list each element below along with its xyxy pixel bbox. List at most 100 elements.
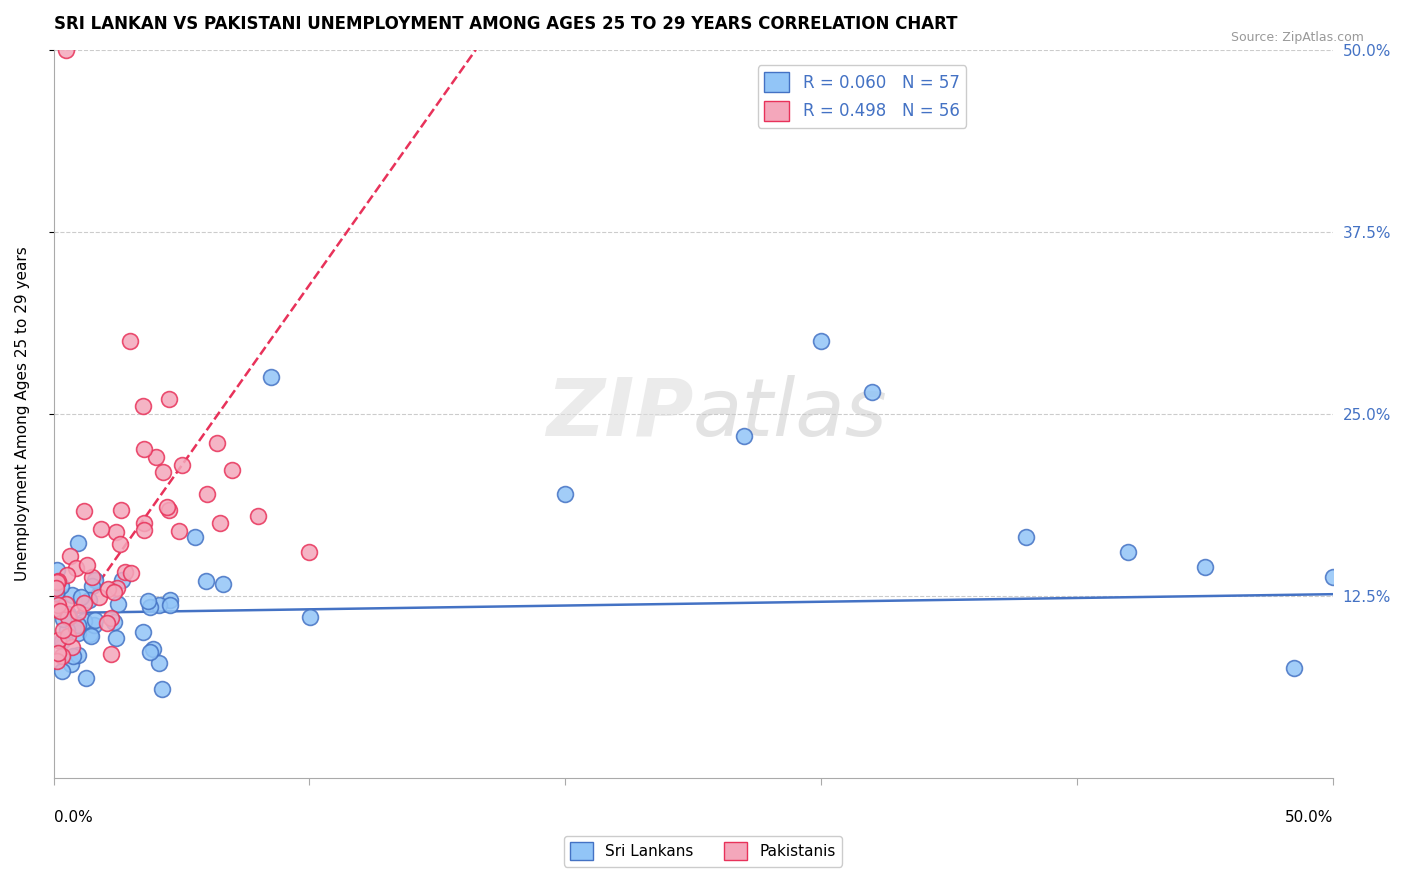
Point <box>145 450 167 465</box>
Point <box>159 598 181 612</box>
Point <box>1322 570 1344 584</box>
Point <box>138 645 160 659</box>
Point <box>72 615 94 629</box>
Point <box>83 618 105 632</box>
Point <box>208 516 231 530</box>
Point <box>44 591 66 605</box>
Point <box>159 592 181 607</box>
Text: atlas: atlas <box>693 375 889 453</box>
Point <box>46 646 69 660</box>
Point <box>121 566 143 580</box>
Point <box>58 629 80 643</box>
Point <box>212 576 235 591</box>
Point <box>58 609 80 624</box>
Point <box>148 657 170 671</box>
Point <box>207 435 229 450</box>
Point <box>55 598 77 612</box>
Point <box>132 625 155 640</box>
Point <box>298 610 321 624</box>
Point <box>46 602 69 616</box>
Point <box>114 565 136 579</box>
Point <box>79 627 101 641</box>
Point <box>136 594 159 608</box>
Point <box>103 615 125 629</box>
Point <box>108 536 131 550</box>
Point <box>107 597 129 611</box>
Point <box>157 502 180 516</box>
Point <box>120 334 142 348</box>
Point <box>58 610 80 624</box>
Point <box>56 607 79 621</box>
Point <box>52 623 75 637</box>
Point <box>298 545 321 559</box>
Point <box>100 647 122 661</box>
Point <box>51 648 73 663</box>
Point <box>260 370 283 384</box>
Point <box>51 633 73 648</box>
Point <box>89 590 111 604</box>
Point <box>80 579 103 593</box>
Y-axis label: Unemployment Among Ages 25 to 29 years: Unemployment Among Ages 25 to 29 years <box>15 246 30 581</box>
Point <box>65 560 87 574</box>
Point <box>1116 545 1139 559</box>
Point <box>56 568 79 582</box>
Point <box>52 612 75 626</box>
Point <box>157 392 180 406</box>
Point <box>105 632 128 646</box>
Point <box>148 598 170 612</box>
Point <box>56 623 79 637</box>
Point <box>48 604 70 618</box>
Point <box>80 569 103 583</box>
Point <box>733 428 755 442</box>
Point <box>132 400 155 414</box>
Legend: Sri Lankans, Pakistanis: Sri Lankans, Pakistanis <box>564 836 842 866</box>
Point <box>66 605 89 619</box>
Point <box>221 463 243 477</box>
Point <box>44 590 66 604</box>
Point <box>73 597 96 611</box>
Point <box>67 626 90 640</box>
Text: 0.0%: 0.0% <box>53 810 93 825</box>
Point <box>96 582 118 596</box>
Point <box>67 536 90 550</box>
Point <box>45 586 67 600</box>
Point <box>46 574 69 589</box>
Text: Source: ZipAtlas.com: Source: ZipAtlas.com <box>1230 31 1364 45</box>
Text: 50.0%: 50.0% <box>1285 810 1333 825</box>
Point <box>73 504 96 518</box>
Point <box>46 654 69 668</box>
Point <box>45 581 67 595</box>
Point <box>55 43 77 57</box>
Point <box>80 629 103 643</box>
Point <box>110 503 132 517</box>
Point <box>103 584 125 599</box>
Point <box>132 523 155 537</box>
Point <box>46 575 69 590</box>
Point <box>247 508 270 523</box>
Point <box>83 613 105 627</box>
Point <box>194 574 217 588</box>
Point <box>184 530 207 544</box>
Point <box>810 334 832 348</box>
Point <box>1284 661 1306 675</box>
Point <box>75 671 97 685</box>
Point <box>860 384 883 399</box>
Point <box>111 573 134 587</box>
Point <box>76 558 98 573</box>
Point <box>90 522 112 536</box>
Point <box>1015 530 1038 544</box>
Point <box>152 466 174 480</box>
Point <box>65 621 87 635</box>
Point <box>132 516 155 530</box>
Point <box>155 500 177 514</box>
Point <box>170 458 193 472</box>
Point <box>554 487 576 501</box>
Point <box>139 599 162 614</box>
Point <box>77 593 100 607</box>
Point <box>51 664 73 678</box>
Point <box>67 618 90 632</box>
Point <box>42 601 65 615</box>
Point <box>100 611 122 625</box>
Point <box>62 648 84 663</box>
Point <box>46 563 69 577</box>
